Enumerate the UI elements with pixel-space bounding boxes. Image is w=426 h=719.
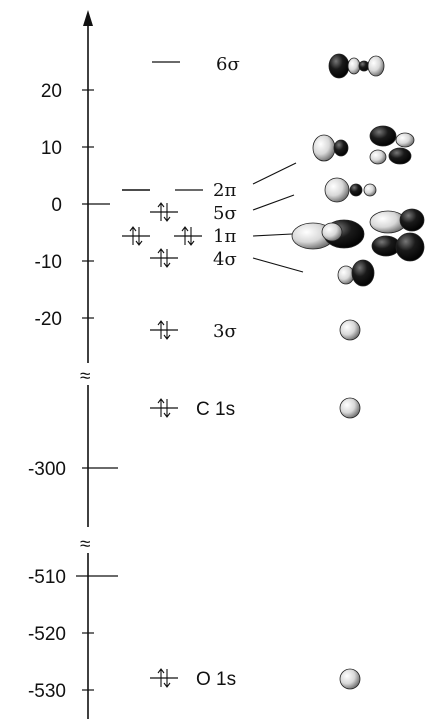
- energy-axis: ≈ ≈ 20 10 0 -10 -20 -300 -510 -520 -530: [28, 10, 118, 719]
- orbital-3sigma-icon: [339, 319, 361, 341]
- label-c1s: C 1s: [196, 399, 235, 420]
- tick-label-minus510: -510: [28, 567, 66, 588]
- tick-label-minus530: -530: [28, 681, 66, 702]
- electron-pair-5sigma: [157, 202, 171, 222]
- tick-label-minus20: -20: [35, 309, 62, 330]
- orbital-6sigma-icon: [328, 53, 385, 79]
- tick-label-minus520: -520: [28, 624, 66, 645]
- tick-label-10: 10: [41, 138, 62, 159]
- label-6sigma: 6σ: [216, 54, 240, 75]
- orbital-4sigma-icon: [337, 259, 375, 287]
- label-4sigma: 4σ: [213, 249, 237, 270]
- orbital-c1s-icon: [339, 397, 361, 419]
- electron-pair-4sigma: [157, 248, 171, 268]
- tick-label-0: 0: [51, 195, 62, 216]
- orbital-1pi-icon: [291, 208, 425, 262]
- electron-pair-3sigma: [157, 320, 171, 340]
- axis-break-symbol-lower: ≈: [80, 534, 90, 555]
- axis-arrow-icon: [83, 10, 93, 26]
- orbital-labels: 6σ 2π 5σ 1π 4σ 3σ C 1s O 1s: [196, 54, 240, 690]
- connector-5sigma: [252, 194, 295, 211]
- axis-break-symbol-upper: ≈: [80, 366, 90, 387]
- tick-label-20: 20: [41, 81, 62, 102]
- electron-pair-1pi-right: [181, 226, 195, 246]
- electron-pairs: [129, 202, 195, 688]
- tick-label-minus300: -300: [28, 459, 66, 480]
- electron-pair-o1s: [157, 668, 171, 688]
- orbital-o1s-icon: [339, 668, 361, 690]
- tick-label-minus10: -10: [35, 252, 62, 273]
- label-5sigma: 5σ: [213, 203, 237, 224]
- energy-levels: [122, 61, 203, 679]
- electron-pair-1pi-left: [129, 226, 143, 246]
- label-3sigma: 3σ: [213, 321, 237, 342]
- connector-2pi: [252, 162, 297, 185]
- connector-lines: [252, 162, 304, 273]
- orbital-5sigma-icon: [324, 177, 377, 203]
- orbital-2pi-icon: [312, 125, 415, 165]
- label-2pi: 2π: [213, 180, 236, 201]
- orbital-pictures: [291, 53, 425, 690]
- label-o1s: O 1s: [196, 669, 236, 690]
- label-1pi: 1π: [213, 226, 236, 247]
- connector-4sigma: [252, 257, 304, 273]
- electron-pair-c1s: [157, 398, 171, 418]
- connector-1pi: [252, 233, 293, 237]
